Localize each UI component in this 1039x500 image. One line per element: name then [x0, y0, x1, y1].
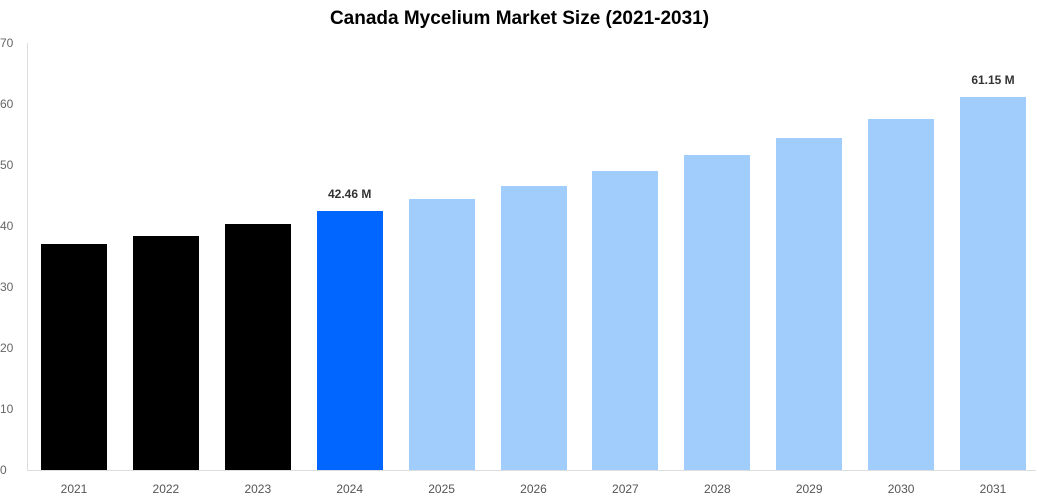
y-tick-label: 40 — [0, 219, 14, 233]
bar-2026 — [500, 185, 567, 470]
x-tick-label: 2024 — [336, 482, 364, 496]
bar-2031 — [960, 96, 1026, 470]
x-tick-label: 2030 — [887, 482, 915, 496]
bar-2025 — [408, 198, 475, 470]
x-tick-label: 2026 — [520, 482, 547, 496]
x-axis-line — [27, 470, 1036, 471]
x-tick-label: 2023 — [244, 482, 272, 496]
x-tick-label: 2028 — [703, 482, 731, 496]
bar-2023 — [224, 224, 291, 470]
y-tick-label: 70 — [0, 36, 14, 50]
y-tick-label: 20 — [0, 341, 14, 355]
bar-2022 — [132, 235, 199, 470]
x-tick-label: 2031 — [979, 482, 1007, 496]
bar-2030 — [868, 119, 935, 470]
bar-2029 — [776, 138, 843, 470]
data-label-2031: 61.15 M — [971, 72, 1015, 87]
x-tick-label: 2027 — [612, 482, 639, 496]
bar-2028 — [684, 155, 751, 470]
x-tick-label: 2021 — [60, 482, 88, 496]
x-tick-label: 2025 — [428, 482, 455, 496]
y-tick-label: 60 — [0, 97, 14, 111]
chart-title: Canada Mycelium Market Size (2021-2031) — [329, 8, 710, 29]
x-tick-label: 2022 — [152, 482, 180, 496]
x-tick-label: 2029 — [795, 482, 823, 496]
y-tick-label: 0 — [0, 463, 7, 477]
data-label-2024: 42.46 M — [328, 186, 372, 201]
y-tick-label: 30 — [0, 280, 14, 294]
bar-2024 — [316, 210, 383, 470]
bar-2021 — [41, 243, 107, 470]
bar-2027 — [592, 171, 659, 470]
y-tick-label: 10 — [0, 402, 14, 416]
y-axis-line — [27, 43, 28, 470]
y-tick-label: 50 — [0, 158, 14, 172]
